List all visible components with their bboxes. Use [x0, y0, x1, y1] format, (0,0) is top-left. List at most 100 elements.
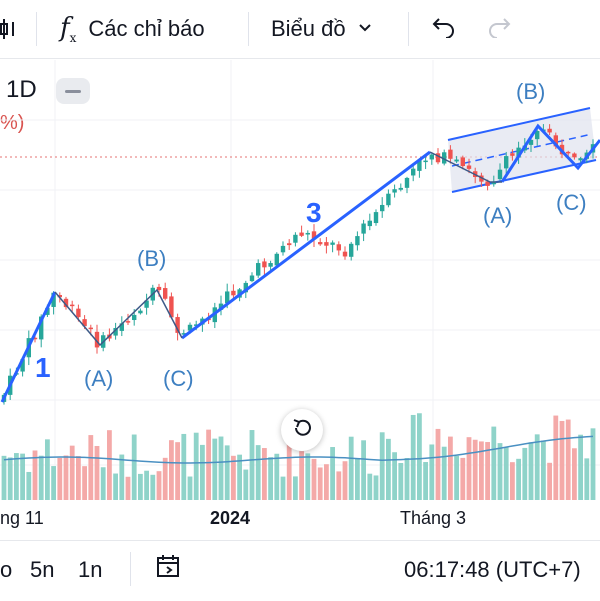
- volume-bar: [63, 455, 69, 500]
- volume-bar: [404, 458, 410, 500]
- candle-body: [20, 359, 25, 372]
- candle-body: [311, 231, 317, 240]
- volume-bar: [584, 458, 590, 500]
- bottom-bar: [0, 540, 600, 601]
- function-icon: fx: [60, 12, 77, 46]
- volume-bar: [169, 440, 174, 500]
- volume-bar: [516, 458, 521, 500]
- price-chart[interactable]: 1 3 (A) (B) (C) (A) (B) (C): [0, 0, 600, 540]
- candle-body: [336, 244, 341, 251]
- candle-body: [578, 158, 583, 161]
- reset-chart-button[interactable]: [281, 409, 323, 451]
- candle-body: [45, 307, 50, 315]
- collapse-legend-button[interactable]: [56, 78, 90, 104]
- candle-body: [32, 337, 38, 340]
- candle-body: [423, 160, 428, 163]
- wave-2a-label: (A): [84, 366, 113, 391]
- volume-bar: [212, 438, 218, 500]
- candle-body: [63, 298, 69, 308]
- volume-bar: [572, 448, 577, 500]
- volume-bar: [522, 447, 528, 500]
- candle-body: [181, 333, 186, 335]
- volume-bar: [435, 428, 441, 500]
- candle-body: [398, 187, 403, 190]
- candle-body: [349, 243, 354, 257]
- volume-bar: [547, 462, 552, 500]
- chart-type-button[interactable]: Biểu đồ: [271, 0, 372, 58]
- toolbar-divider: [36, 12, 37, 46]
- candle-body: [485, 181, 490, 186]
- volume-bar: [553, 415, 559, 500]
- undo-button[interactable]: [430, 0, 456, 58]
- candle-body: [57, 295, 62, 298]
- volume-bar: [472, 439, 478, 500]
- volume-bar: [187, 476, 193, 500]
- wave-3-label: 3: [306, 197, 322, 228]
- volume-bar: [7, 457, 13, 500]
- toolbar-divider: [408, 12, 409, 46]
- indicators-button[interactable]: fx Các chỉ báo: [60, 0, 205, 58]
- candle-body: [324, 242, 329, 246]
- wave-4c-label: (C): [556, 190, 587, 215]
- volume-bar: [107, 430, 112, 500]
- clock-timezone[interactable]: 06:17:48 (UTC+7): [404, 557, 581, 582]
- volume-bar: [237, 454, 242, 500]
- candle-body: [442, 152, 447, 164]
- candle-body: [361, 223, 366, 234]
- candle-body: [367, 220, 372, 227]
- range-button-partial[interactable]: o: [0, 557, 13, 582]
- bar-chart-icon[interactable]: [0, 0, 18, 58]
- wave-1-label: 1: [35, 352, 51, 383]
- volume-bar: [156, 471, 162, 500]
- range-button-1d[interactable]: 1n: [78, 557, 103, 582]
- volume-bar: [466, 437, 472, 500]
- volume-bar: [324, 464, 329, 500]
- volume-bar: [336, 471, 342, 500]
- volume-bar: [32, 450, 38, 500]
- elliott-sub-wave-lines: [54, 151, 502, 347]
- candle-body: [249, 275, 255, 282]
- volume-bar: [243, 469, 249, 500]
- top-toolbar: [0, 0, 600, 59]
- undo-icon: [430, 16, 456, 43]
- candle-body: [138, 310, 143, 314]
- volume-bar: [249, 430, 255, 500]
- candles: [1, 124, 596, 405]
- volume-bar: [1, 455, 7, 500]
- volume-bar: [565, 419, 571, 500]
- candle-body: [448, 149, 453, 159]
- volume-bar: [361, 440, 366, 500]
- timeframe-label[interactable]: 1D: [6, 76, 37, 103]
- volume-bar: [429, 444, 435, 500]
- volume-bar: [38, 455, 44, 500]
- volume-bar: [231, 455, 236, 500]
- volume-bars: [1, 413, 596, 500]
- volume-bar: [305, 453, 311, 500]
- candle-body: [386, 193, 391, 206]
- candle-body: [547, 128, 552, 133]
- volume-bar: [274, 453, 280, 500]
- go-to-date-button[interactable]: [155, 540, 183, 600]
- candle-body: [88, 327, 93, 330]
- candle-body: [373, 212, 379, 224]
- bottom-divider: [130, 552, 131, 586]
- change-percent-fragment: %): [0, 112, 25, 134]
- volume-bar: [559, 420, 565, 500]
- wave-abc-line-2: [500, 123, 600, 183]
- candle-body: [243, 282, 248, 293]
- candle-body: [516, 147, 521, 158]
- redo-button[interactable]: [487, 0, 513, 58]
- candle-body: [510, 153, 515, 156]
- candle-body: [70, 304, 75, 307]
- candle-body: [528, 139, 534, 145]
- range-button-5d[interactable]: 5n: [30, 557, 55, 582]
- candle-body: [287, 243, 292, 246]
- wave-4b-label: (B): [516, 79, 545, 104]
- volume-bar: [144, 470, 149, 500]
- volume-bar: [373, 475, 379, 500]
- time-axis-label-march: Tháng 3: [400, 508, 467, 528]
- candle-body: [417, 159, 422, 171]
- volume-bar: [181, 433, 187, 500]
- candle-body: [125, 321, 131, 323]
- volume-bar: [138, 473, 143, 500]
